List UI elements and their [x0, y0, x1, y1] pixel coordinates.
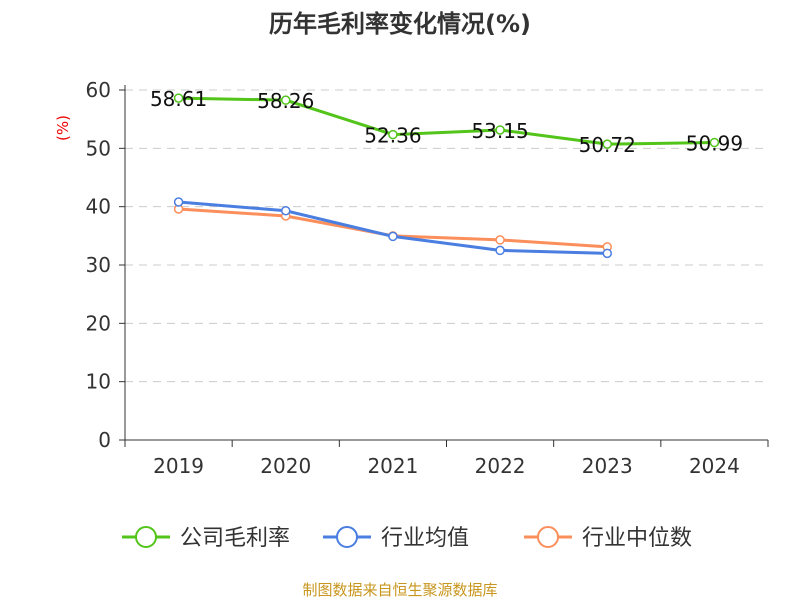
x-tick-label: 2021 — [367, 454, 418, 478]
series-line — [178, 96, 715, 146]
y-tick-label: 30 — [86, 253, 111, 277]
data-label: 52.36 — [364, 124, 421, 148]
y-tick-label: 50 — [86, 136, 111, 160]
y-tick-label: 40 — [86, 195, 111, 219]
data-point[interactable] — [388, 231, 398, 242]
y-tick-label: 60 — [86, 78, 111, 102]
data-label: 58.26 — [257, 89, 314, 113]
chart-title: 历年毛利率变化情况(%) — [269, 10, 531, 38]
x-tick-label: 2020 — [260, 454, 311, 478]
x-tick-label: 2024 — [689, 454, 740, 478]
data-point[interactable] — [388, 129, 398, 140]
data-point[interactable] — [281, 95, 291, 105]
x-tick-label: 2019 — [153, 454, 204, 478]
y-tick-label: 0 — [98, 428, 111, 452]
source-note: 制图数据来自恒生聚源数据库 — [302, 581, 497, 599]
data-point[interactable] — [173, 93, 184, 103]
data-label: 53.15 — [471, 119, 528, 143]
data-point[interactable] — [602, 139, 612, 149]
legend-item[interactable]: 行业均值 — [323, 526, 469, 551]
legend-label: 行业中位数 — [582, 526, 692, 551]
y-tick-label: 10 — [86, 370, 111, 394]
data-label: 50.72 — [579, 133, 636, 157]
legend-marker-icon — [537, 526, 559, 548]
data-label: 50.99 — [686, 132, 743, 156]
data-label: 58.61 — [150, 87, 207, 111]
data-point[interactable] — [495, 125, 505, 135]
data-point[interactable] — [281, 206, 291, 216]
x-tick-label: 2022 — [475, 454, 526, 478]
y-tick-label: 20 — [86, 311, 111, 335]
series-line — [178, 200, 608, 255]
legend-label: 公司毛利率 — [180, 526, 290, 551]
legend-marker-icon — [135, 526, 157, 548]
data-point[interactable] — [709, 137, 720, 148]
data-point[interactable] — [495, 245, 505, 256]
legend-marker-icon — [336, 526, 358, 548]
series-line — [178, 207, 608, 249]
legend-item[interactable]: 公司毛利率 — [122, 526, 290, 551]
legend-label: 行业均值 — [381, 526, 469, 551]
data-point[interactable] — [602, 248, 612, 259]
x-tick-label: 2023 — [582, 454, 633, 478]
data-point[interactable] — [495, 235, 505, 245]
legend-item[interactable]: 行业中位数 — [524, 526, 692, 551]
data-point[interactable] — [173, 197, 184, 207]
y-axis-label: (%) — [54, 115, 72, 141]
